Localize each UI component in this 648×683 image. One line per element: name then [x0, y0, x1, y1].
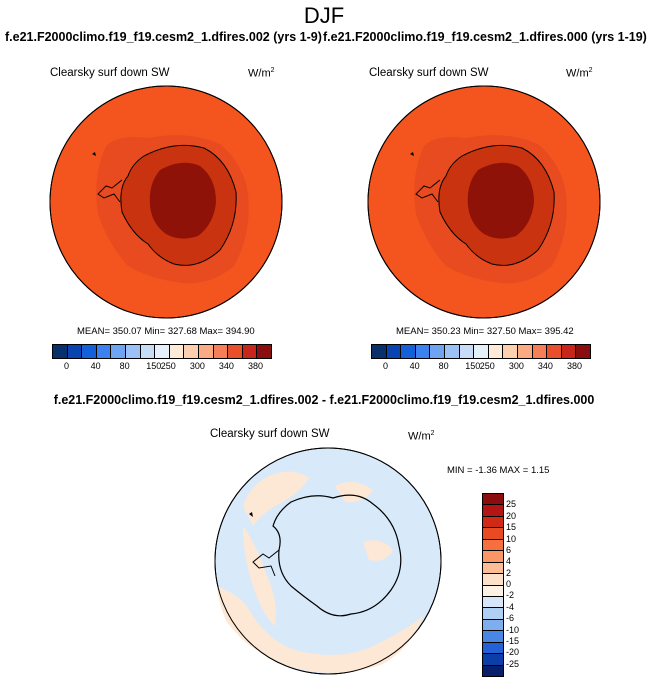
right-stats: MEAN= 350.23 Min= 327.50 Max= 395.42	[396, 326, 574, 337]
colorbar-swatch	[228, 345, 243, 358]
left-case-label: f.e21.F2000climo.f19_f19.cesm2_1.dfires.…	[5, 30, 322, 44]
colorbar-tick-label: -4	[506, 601, 515, 612]
colorbar-swatch	[483, 528, 503, 540]
colorbar-swatch	[53, 345, 68, 358]
colorbar-swatch	[198, 345, 214, 358]
colorbar-tick-label: -2	[506, 590, 515, 601]
colorbar-tick-label: 10	[506, 533, 517, 544]
colorbar-swatch	[483, 539, 503, 552]
colorbar-tick-label: 25	[506, 499, 517, 510]
left-stats: MEAN= 350.07 Min= 327.68 Max= 394.90	[77, 326, 255, 337]
diff-units: W/m2	[408, 430, 435, 443]
colorbar-swatch	[488, 345, 504, 358]
colorbar-swatch	[483, 654, 503, 666]
colorbar-tick-label: 2	[506, 567, 512, 578]
colorbar-tick-label: -10	[506, 624, 520, 635]
colorbar-tick-label: 0	[383, 361, 389, 371]
colorbar-tick-label: 250	[160, 361, 176, 371]
colorbar-swatch	[483, 585, 503, 597]
colorbar-swatch	[401, 345, 416, 358]
diff-stats: MIN = -1.36 MAX = 1.15	[447, 465, 550, 476]
colorbar-swatch	[561, 345, 577, 358]
colorbar-swatch	[483, 494, 503, 506]
colorbar-swatch	[483, 642, 503, 655]
right-colorbar-ticks: 0 40 80 150 250 300 340 380	[371, 361, 591, 373]
colorbar-tick-label: 340	[537, 361, 553, 371]
colorbar-swatch	[415, 345, 431, 358]
colorbar-tick-label: 4	[506, 556, 512, 567]
colorbar-tick-label: 20	[506, 510, 517, 521]
colorbar-swatch	[184, 345, 199, 358]
colorbar-tick-label: 40	[90, 361, 101, 371]
difference-title: f.e21.F2000climo.f19_f19.cesm2_1.dfires.…	[53, 393, 595, 407]
figure-title: DJF	[303, 3, 345, 28]
colorbar-swatch	[459, 345, 475, 358]
colorbar-swatch	[96, 345, 112, 358]
colorbar-swatch	[532, 345, 548, 358]
right-units: W/m2	[566, 67, 593, 80]
colorbar-swatch	[140, 345, 156, 358]
colorbar-tick-label: 300	[508, 361, 524, 371]
colorbar-swatch	[483, 551, 503, 563]
colorbar-tick-label: 6	[506, 544, 512, 555]
colorbar-swatch	[483, 562, 503, 575]
colorbar-tick-label: 250	[479, 361, 495, 371]
colorbar-swatch	[483, 516, 503, 529]
colorbar-swatch	[503, 345, 518, 358]
colorbar-swatch	[483, 665, 503, 676]
colorbar-tick-label: 15	[506, 522, 517, 533]
colorbar-swatch	[483, 608, 503, 620]
colorbar-tick-label: 300	[189, 361, 205, 371]
left-units: W/m2	[248, 67, 275, 80]
diff-colorbar	[482, 493, 504, 677]
colorbar-swatch	[155, 345, 170, 358]
colorbar-swatch	[483, 574, 503, 586]
colorbar-tick-label: 0	[506, 579, 512, 589]
colorbar-swatch	[125, 345, 141, 358]
colorbar-tick-label: -20	[506, 647, 520, 658]
colorbar-swatch	[169, 345, 185, 358]
colorbar-swatch	[111, 345, 126, 358]
colorbar-swatch	[444, 345, 460, 358]
left-colorbar	[52, 344, 272, 359]
colorbar-swatch	[372, 345, 387, 358]
colorbar-swatch	[547, 345, 562, 358]
colorbar-swatch	[483, 631, 503, 643]
colorbar-tick-label: 150	[146, 361, 162, 371]
colorbar-tick-label: -6	[506, 613, 515, 624]
right-case-label: f.e21.F2000climo.f19_f19.cesm2_1.dfires.…	[323, 30, 647, 44]
colorbar-swatch	[257, 345, 271, 358]
colorbar-tick-label: 380	[566, 361, 582, 371]
right-polar-map	[367, 85, 601, 319]
colorbar-tick-label: -15	[506, 635, 520, 646]
diff-colorbar-ticks: 25 20 15 10 6 4 2 0 -2 -4 -6 -10 -15 -20 -25	[506, 493, 536, 675]
colorbar-tick-label: 80	[119, 361, 130, 371]
colorbar-tick-label: 40	[409, 361, 420, 371]
left-colorbar-ticks: 0 40 80 150 250 300 340 380	[52, 361, 272, 373]
right-colorbar	[371, 344, 591, 359]
colorbar-tick-label: 80	[438, 361, 449, 371]
colorbar-swatch	[213, 345, 229, 358]
colorbar-tick-label: 150	[465, 361, 481, 371]
left-variable-name: Clearsky surf down SW	[50, 67, 170, 79]
colorbar-swatch	[483, 505, 503, 517]
colorbar-swatch	[474, 345, 489, 358]
difference-polar-map	[214, 447, 442, 675]
colorbar-swatch	[82, 345, 97, 358]
colorbar-swatch	[483, 596, 503, 609]
colorbar-tick-label: 380	[247, 361, 263, 371]
colorbar-swatch	[576, 345, 590, 358]
left-polar-map	[49, 85, 283, 319]
right-variable-name: Clearsky surf down SW	[369, 67, 489, 79]
colorbar-swatch	[386, 345, 402, 358]
colorbar-swatch	[517, 345, 533, 358]
colorbar-swatch	[430, 345, 445, 358]
colorbar-swatch	[483, 619, 503, 632]
colorbar-tick-label: 340	[218, 361, 234, 371]
colorbar-tick-label: 0	[64, 361, 70, 371]
colorbar-tick-label: -25	[506, 658, 520, 669]
colorbar-swatch	[242, 345, 258, 358]
colorbar-swatch	[67, 345, 83, 358]
diff-variable-name: Clearsky surf down SW	[210, 428, 330, 440]
